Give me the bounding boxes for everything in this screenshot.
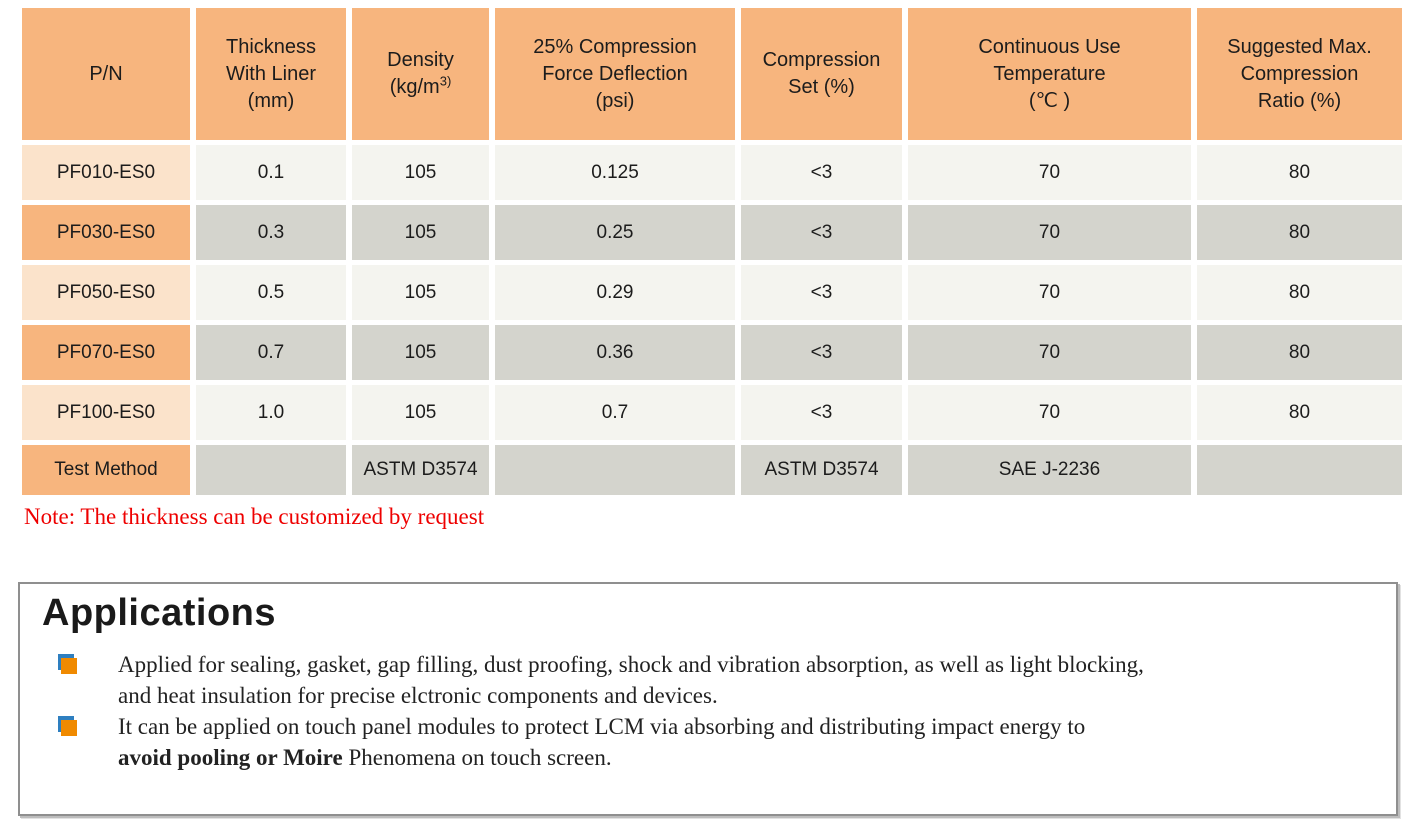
list-item: It can be applied on touch panel modules…: [58, 711, 1376, 773]
row-header-cell: PF050-ES0: [22, 265, 190, 320]
data-cell: [495, 445, 735, 495]
header-line: (℃ ): [1028, 89, 1071, 112]
data-cell: 0.36: [495, 325, 735, 380]
column-header: Continuous Use Temperature (℃ ): [908, 8, 1191, 140]
data-cell: [196, 445, 346, 495]
data-cell: 70: [908, 205, 1191, 260]
row-header-cell: PF100-ES0: [22, 385, 190, 440]
row-header-cell: Test Method: [22, 445, 190, 495]
header-line: Thickness: [225, 35, 317, 58]
column-header: Compression Set (%): [741, 8, 902, 140]
data-cell: 80: [1197, 385, 1402, 440]
list-item-line: It can be applied on touch panel modules…: [118, 714, 1086, 739]
data-cell: 80: [1197, 205, 1402, 260]
spec-table: P/N Thickness With Liner (mm) Density (kg/m3)…: [16, 3, 1408, 500]
table-row: Test Method ASTM D3574 ASTM D3574 SAE J-223…: [22, 445, 1402, 495]
list-item-line: and heat insulation for precise elctroni…: [118, 683, 718, 708]
data-cell: <3: [741, 205, 902, 260]
header-line: Force Deflection: [542, 62, 688, 85]
data-cell: 105: [352, 325, 489, 380]
bullet-square-icon: [58, 716, 80, 738]
data-cell: ASTM D3574: [741, 445, 902, 495]
data-cell: 70: [908, 385, 1191, 440]
data-cell: 70: [908, 325, 1191, 380]
bullet-square-icon: [58, 654, 80, 676]
data-cell: [1197, 445, 1402, 495]
header-line: P/N: [89, 62, 123, 85]
data-cell: 105: [352, 145, 489, 200]
data-cell: 70: [908, 265, 1191, 320]
table-row: PF050-ES0 0.5 105 0.29 <3 70 80: [22, 265, 1402, 320]
header-line: 25% Compression: [533, 35, 697, 58]
data-cell: <3: [741, 145, 902, 200]
header-line: Density: [387, 49, 454, 71]
header-line: Temperature: [993, 62, 1106, 85]
applications-list: Applied for sealing, gasket, gap filling…: [40, 649, 1376, 773]
data-cell: 0.25: [495, 205, 735, 260]
data-cell: 105: [352, 265, 489, 320]
list-item-line: Applied for sealing, gasket, gap filling…: [118, 652, 1144, 677]
table-row: PF070-ES0 0.7 105 0.36 <3 70 80: [22, 325, 1402, 380]
header-line: (kg/m3): [389, 73, 452, 98]
spec-table-header: P/N Thickness With Liner (mm) Density (kg/m3)…: [22, 8, 1402, 140]
header-line: (mm): [247, 89, 295, 112]
data-cell: 0.29: [495, 265, 735, 320]
row-header-cell: PF010-ES0: [22, 145, 190, 200]
data-cell: SAE J-2236: [908, 445, 1191, 495]
header-line: Compression: [1240, 62, 1359, 85]
data-cell: 0.5: [196, 265, 346, 320]
data-cell: 105: [352, 385, 489, 440]
header-line: Ratio (%): [1257, 89, 1342, 112]
data-cell: 1.0: [196, 385, 346, 440]
table-row: PF030-ES0 0.3 105 0.25 <3 70 80: [22, 205, 1402, 260]
list-item: Applied for sealing, gasket, gap filling…: [58, 649, 1376, 711]
data-cell: 80: [1197, 265, 1402, 320]
column-header: Suggested Max. Compression Ratio (%): [1197, 8, 1402, 140]
column-header: Thickness With Liner (mm): [196, 8, 346, 140]
header-line: Continuous Use: [978, 35, 1121, 58]
data-cell: 70: [908, 145, 1191, 200]
data-cell: 0.7: [495, 385, 735, 440]
data-cell: 0.3: [196, 205, 346, 260]
header-row: P/N Thickness With Liner (mm) Density (kg/m3)…: [22, 8, 1402, 140]
column-header: Density (kg/m3): [352, 8, 489, 140]
header-line: Compression: [762, 49, 881, 71]
table-row: PF010-ES0 0.1 105 0.125 <3 70 80: [22, 145, 1402, 200]
column-header: P/N: [22, 8, 190, 140]
header-line: With Liner: [225, 62, 317, 85]
table-row: PF100-ES0 1.0 105 0.7 <3 70 80: [22, 385, 1402, 440]
data-cell: 0.7: [196, 325, 346, 380]
header-line: (psi): [595, 89, 635, 112]
thickness-note: Note: The thickness can be customized by…: [24, 504, 485, 529]
applications-section: Applications Applied for sealing, gasket…: [18, 582, 1398, 816]
data-cell: 80: [1197, 145, 1402, 200]
data-cell: 80: [1197, 325, 1402, 380]
applications-title: Applications: [42, 592, 277, 634]
row-header-cell: PF070-ES0: [22, 325, 190, 380]
spec-table-body: PF010-ES0 0.1 105 0.125 <3 70 80 PF030-ES0 0.3 10…: [22, 145, 1402, 495]
column-header: 25% Compression Force Deflection (psi): [495, 8, 735, 140]
header-line: Set (%): [788, 76, 855, 98]
data-cell: <3: [741, 265, 902, 320]
row-header-cell: PF030-ES0: [22, 205, 190, 260]
data-cell: 0.1: [196, 145, 346, 200]
data-cell: <3: [741, 385, 902, 440]
header-line: Suggested Max.: [1227, 35, 1372, 58]
data-cell: 105: [352, 205, 489, 260]
data-cell: 0.125: [495, 145, 735, 200]
data-cell: <3: [741, 325, 902, 380]
data-cell: ASTM D3574: [352, 445, 489, 495]
list-item-line: avoid pooling or Moire Phenomena on touc…: [118, 745, 612, 770]
